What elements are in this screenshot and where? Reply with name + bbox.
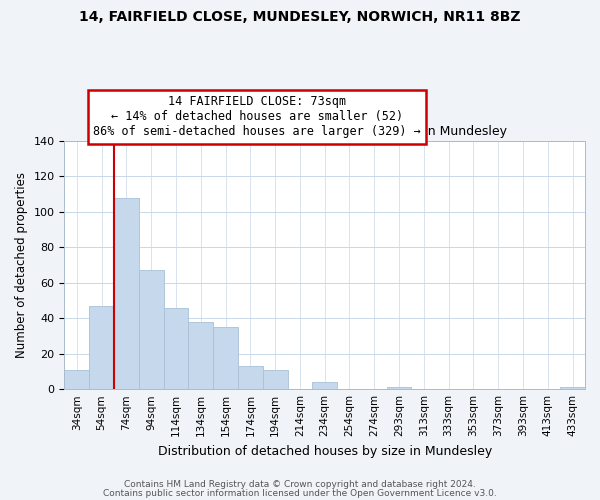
X-axis label: Distribution of detached houses by size in Mundesley: Distribution of detached houses by size … (158, 444, 492, 458)
Bar (263, 370, 287, 389)
Text: 14, FAIRFIELD CLOSE, MUNDESLEY, NORWICH, NR11 8BZ: 14, FAIRFIELD CLOSE, MUNDESLEY, NORWICH,… (79, 10, 521, 24)
Text: 14 FAIRFIELD CLOSE: 73sqm
← 14% of detached houses are smaller (52)
86% of semi-: 14 FAIRFIELD CLOSE: 73sqm ← 14% of detac… (93, 96, 421, 138)
Bar (188, 322, 213, 389)
Bar (114, 198, 139, 389)
Title: Size of property relative to detached houses in Mundesley: Size of property relative to detached ho… (142, 126, 507, 138)
Text: Contains public sector information licensed under the Open Government Licence v3: Contains public sector information licen… (103, 488, 497, 498)
Bar (560, 388, 585, 389)
Bar (238, 366, 263, 389)
Bar (139, 270, 164, 389)
Bar (164, 308, 188, 389)
Bar (89, 306, 114, 389)
Text: Contains HM Land Registry data © Crown copyright and database right 2024.: Contains HM Land Registry data © Crown c… (124, 480, 476, 489)
Bar (213, 327, 238, 389)
Bar (64, 370, 89, 389)
Bar (386, 388, 412, 389)
Y-axis label: Number of detached properties: Number of detached properties (15, 172, 28, 358)
Bar (313, 382, 337, 389)
